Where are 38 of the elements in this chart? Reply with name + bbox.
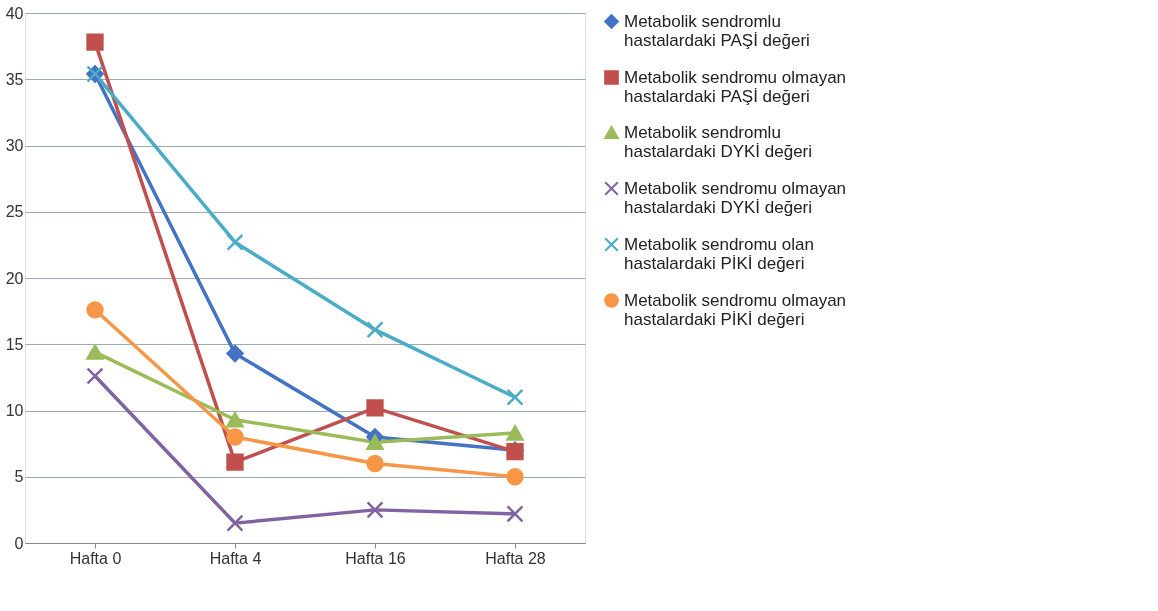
point xyxy=(226,428,244,446)
y-tick-label: 5 xyxy=(14,468,24,486)
x-tick-label: Hafta 0 xyxy=(69,549,122,567)
point xyxy=(226,453,244,471)
point xyxy=(366,434,384,450)
y-tick-label: 25 xyxy=(5,203,24,221)
legend-label: Metabolik sendromlu hastalardaki DYKİ değeri xyxy=(624,122,813,161)
point xyxy=(506,425,524,441)
point xyxy=(366,501,384,519)
legend-label: Metabolik sendromu olan hastalardaki PİKİ değeri xyxy=(624,234,814,273)
y-tick-label: 20 xyxy=(5,269,24,287)
point xyxy=(366,321,384,339)
point xyxy=(366,399,384,417)
point xyxy=(226,412,244,428)
legend-label: Metabolik sendromu olmayan hastalardaki DYKİ değeri xyxy=(624,178,847,217)
x-tick-label: Hafta 28 xyxy=(485,549,546,567)
legend-label: Metabolik sendromu olmayan hastalardaki PİKİ değeri xyxy=(624,290,847,329)
point xyxy=(506,388,524,406)
point xyxy=(226,344,244,363)
y-tick-label: 35 xyxy=(5,70,24,88)
point xyxy=(86,301,104,319)
point xyxy=(226,514,244,532)
x-tick-label: Hafta 4 xyxy=(209,549,262,567)
point xyxy=(506,468,524,486)
y-tick-label: 0 xyxy=(14,534,24,552)
point xyxy=(506,505,524,523)
y-tick-label: 10 xyxy=(5,402,24,419)
point xyxy=(86,33,104,51)
legend-label: Metabolik sendromu olmayan hastalardaki PAŞİ değeri xyxy=(624,67,847,106)
y-tick-label: 30 xyxy=(5,137,24,154)
point xyxy=(226,233,244,251)
legend-label: Metabolik sendromlu hastalardaki PAŞİ değeri xyxy=(624,11,810,50)
point xyxy=(86,367,104,385)
y-tick-label: 15 xyxy=(5,335,24,353)
point xyxy=(86,344,104,360)
y-tick-label: 40 xyxy=(5,4,24,22)
x-tick-label: Hafta 16 xyxy=(345,549,406,567)
point xyxy=(366,454,384,473)
